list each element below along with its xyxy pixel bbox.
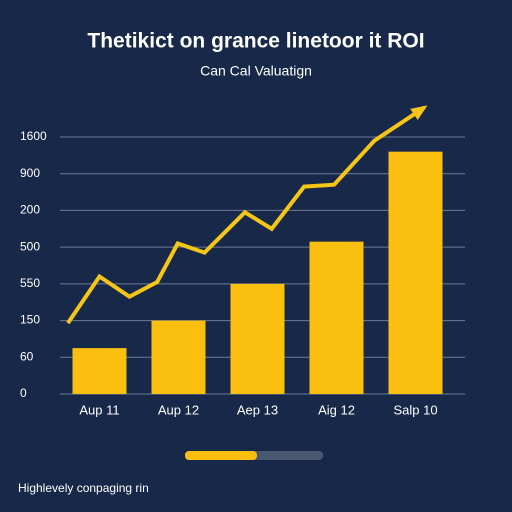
y-tick-label: 1600 (20, 129, 47, 143)
arrow-head (410, 105, 428, 121)
x-tick-label: Salp 10 (393, 402, 437, 417)
progress-fill (185, 451, 257, 460)
bar (388, 151, 443, 394)
footer-text: Highlevely conpaging rin (18, 481, 149, 495)
bar (151, 320, 206, 394)
y-tick-label: 0 (20, 386, 27, 400)
bar (230, 283, 285, 394)
y-tick-label: 550 (20, 276, 40, 290)
chart-subtitle: Can Cal Valuatign (200, 63, 312, 79)
x-tick-label: Aep 13 (237, 402, 278, 417)
y-tick-label: 60 (20, 349, 34, 363)
y-tick-label: 150 (20, 313, 40, 327)
y-tick-label: 900 (20, 166, 40, 180)
bar (309, 241, 364, 394)
x-tick-label: Aig 12 (318, 402, 355, 417)
y-tick-label: 500 (20, 239, 40, 253)
x-tick-label: Aup 11 (79, 402, 119, 417)
y-tick-label: 200 (20, 203, 40, 217)
x-tick-label: Aup 12 (158, 402, 199, 417)
chart-title: Thetikict on grance linetoor it ROI (87, 30, 424, 53)
bar (72, 348, 127, 394)
trend-line (66, 105, 426, 325)
